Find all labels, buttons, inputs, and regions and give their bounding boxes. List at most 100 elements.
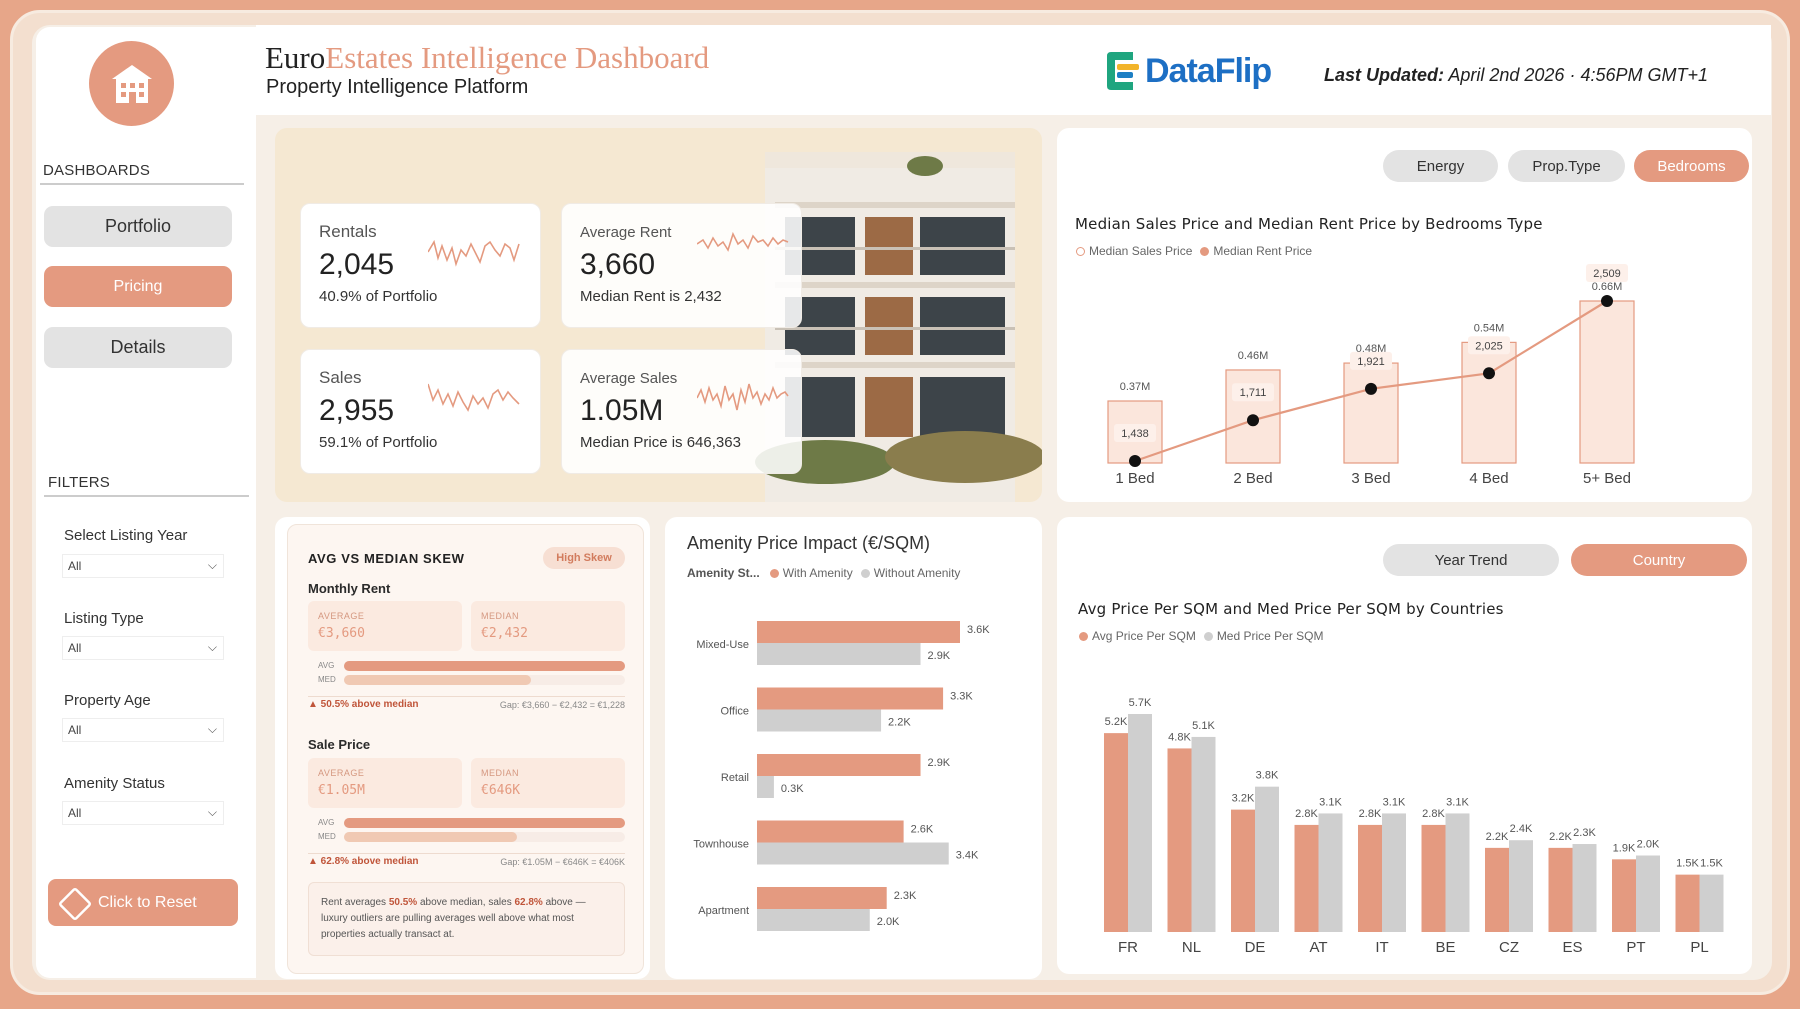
stat-value: €1.05M [318, 783, 365, 798]
med-price-label: 2.4K [1510, 823, 1533, 835]
sale-above-median: ▲ 62.8% above median [308, 856, 419, 867]
nav-portfolio-button[interactable]: Portfolio [44, 206, 232, 247]
sale-average-track [344, 818, 625, 828]
sales-bar-label: 0.46M [1238, 350, 1269, 362]
rent-point [1129, 455, 1141, 467]
filter-label-listing-year: Select Listing Year [64, 527, 188, 544]
kpi-card-rentals: Rentals 2,045 40.9% of Portfolio [300, 203, 541, 328]
note-text: above median, sales [417, 897, 515, 908]
without-amenity-label: 2.9K [928, 650, 951, 662]
stat-label: MEDIAN [481, 611, 520, 621]
kpi-card-sales: Sales 2,955 59.1% of Portfolio [300, 349, 541, 474]
building-logo-icon [89, 41, 174, 126]
y-tick-label: Retail [721, 772, 749, 784]
reset-label: Click to Reset [98, 893, 197, 911]
rent-label-bg [1586, 264, 1628, 282]
nav-pricing-button[interactable]: Pricing [44, 266, 232, 307]
dataflip-logo-icon [1107, 52, 1139, 90]
page-subtitle: Property Intelligence Platform [266, 76, 529, 98]
country-toggle[interactable]: Country [1571, 544, 1747, 576]
dashboards-heading: DASHBOARDS [43, 162, 151, 179]
amenity-chart-title: Amenity Price Impact (€/SQM) [687, 533, 931, 553]
skew-note: Rent averages 50.5% above median, sales … [308, 882, 625, 956]
filters-heading: FILTERS [48, 474, 110, 491]
country-chart-title: Avg Price Per SQM and Med Price Per SQM … [1078, 600, 1504, 618]
country-legend: Avg Price Per SQM Med Price Per SQM [1079, 629, 1324, 643]
sale-median-box: MEDIAN €646K [471, 758, 625, 808]
listing-year-select[interactable]: All ⌵ [62, 554, 224, 578]
med-price-bar [1699, 874, 1724, 932]
brand-logo: DataFlip [1103, 50, 1272, 92]
med-price-bar [1509, 840, 1533, 932]
prop-type-toggle[interactable]: Prop.Type [1508, 150, 1625, 182]
with-amenity-label: 3.3K [950, 691, 973, 703]
chevron-down-icon: ⌵ [207, 640, 217, 654]
sale-median-track [344, 832, 625, 842]
note-percent: 50.5% [388, 897, 418, 908]
rent-above-median: ▲ 50.5% above median [308, 699, 419, 710]
avg-price-label: 1.5K [1676, 858, 1699, 870]
nav-details-button[interactable]: Details [44, 327, 232, 368]
x-tick-label: BE [1435, 939, 1455, 956]
with-amenity-bar [757, 687, 944, 710]
x-tick-label: 3 Bed [1351, 470, 1390, 487]
avg-price-label: 2.2K [1549, 831, 1572, 843]
sales-bar-label: 0.37M [1120, 381, 1151, 393]
energy-toggle[interactable]: Energy [1383, 150, 1498, 182]
filter-label-amenity-status: Amenity Status [64, 775, 165, 792]
with-amenity-bar [757, 887, 887, 909]
avg-price-bar [1612, 859, 1636, 932]
avg-price-label: 4.8K [1168, 731, 1191, 743]
property-age-select[interactable]: All ⌵ [62, 718, 224, 742]
chevron-down-icon: ⌵ [207, 805, 217, 819]
avg-price-label: 1.9K [1613, 842, 1636, 854]
last-updated: Last Updated: April 2nd 2026 · 4:56PM GM… [1324, 65, 1708, 86]
amenity-chart: Mixed-Use 3.6K 2.9K Office 3.3K 2.2K Retail 2.9… [693, 621, 990, 931]
kpi-value: 2,045 [319, 248, 395, 281]
kpi-title: Sales [319, 368, 362, 387]
legend-swatch [769, 568, 779, 578]
avg-price-label: 2.8K [1295, 808, 1318, 820]
kpi-card-average-rent: Average Rent 3,660 Median Rent is 2,432 [561, 203, 802, 328]
select-value: All [68, 641, 82, 655]
x-tick-label: AT [1309, 939, 1327, 956]
year-trend-toggle[interactable]: Year Trend [1383, 544, 1559, 576]
med-price-bar [1636, 855, 1660, 932]
rent-gap: Gap: €3,660 − €2,432 = €1,228 [499, 700, 625, 710]
rent-point [1601, 295, 1613, 307]
y-tick-label: Apartment [698, 905, 749, 917]
rent-point-label: 1,711 [1240, 387, 1267, 399]
stat-label: MEDIAN [481, 768, 520, 778]
x-tick-label: 1 Bed [1115, 470, 1154, 487]
bedrooms-toggle[interactable]: Bedrooms [1634, 150, 1749, 182]
rent-label-bg [1232, 383, 1274, 402]
x-tick-label: NL [1182, 939, 1201, 956]
x-tick-label: 2 Bed [1233, 470, 1272, 487]
rent-point-label: 1,438 [1121, 428, 1149, 440]
divider [308, 853, 625, 854]
reset-button[interactable]: Click to Reset [48, 879, 238, 926]
select-value: All [68, 559, 82, 573]
med-price-label: 3.1K [1446, 796, 1469, 808]
amenity-status-select[interactable]: All ⌵ [62, 801, 224, 825]
divider [44, 495, 249, 497]
listing-type-select[interactable]: All ⌵ [62, 636, 224, 660]
legend-label: Without Amenity [873, 566, 961, 580]
with-amenity-label: 2.3K [894, 890, 917, 902]
stat-value: €646K [481, 783, 521, 798]
country-chart: 5.2K5.7KFR4.8K5.1KNL3.2K3.8KDE2.8K3.1KAT… [1104, 697, 1724, 956]
last-updated-value: April 2nd 2026 · 4:56PM GMT+1 [1448, 65, 1708, 85]
skew-card: AVG VS MEDIAN SKEW High Skew Monthly Ren… [287, 524, 644, 974]
avg-price-label: 2.8K [1422, 808, 1445, 820]
legend-label: Avg Price Per SQM [1092, 629, 1196, 643]
avg-price-label: 3.2K [1232, 793, 1255, 805]
legend-swatch [1203, 631, 1213, 641]
kpi-subtitle: 40.9% of Portfolio [319, 288, 438, 305]
y-tick-label: Townhouse [693, 839, 749, 851]
title-prefix: Euro [265, 40, 326, 75]
x-tick-label: DE [1245, 939, 1266, 956]
sparkline [428, 239, 520, 267]
without-amenity-label: 0.3K [781, 783, 804, 795]
avg-price-bar [1231, 809, 1255, 932]
